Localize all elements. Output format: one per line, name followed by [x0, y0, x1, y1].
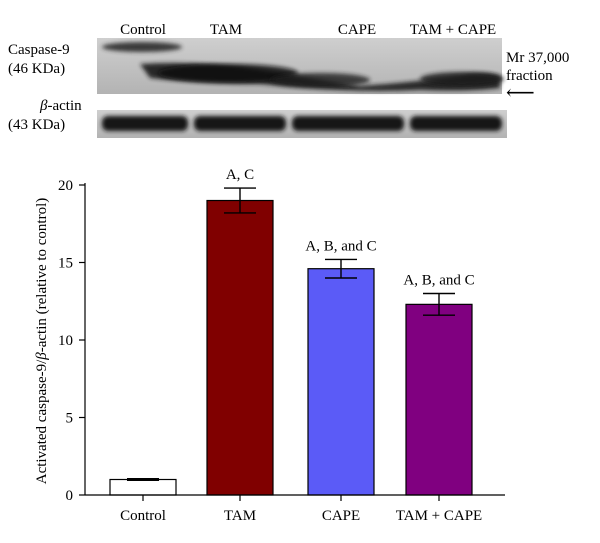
- y-tick-label-10: 10: [58, 333, 73, 349]
- bar-annotation-3: A, B, and C: [403, 273, 474, 289]
- y-tick-label-5: 5: [66, 411, 74, 427]
- y-axis-label-greek: β: [34, 352, 50, 361]
- y-tick-label-15: 15: [58, 256, 73, 272]
- y-axis-label: Activated caspase-9/β-actin (relative to…: [34, 198, 50, 485]
- actin-blot-strip: [97, 110, 507, 138]
- lane-label-cape: CAPE: [338, 22, 376, 38]
- caspase-size-label: (46 KDa): [8, 61, 65, 77]
- x-axis: Control TAM CAPE TAM + CAPE: [85, 494, 505, 524]
- y-tick-label-20: 20: [58, 178, 73, 194]
- fraction-note-line2: fraction: [506, 68, 553, 84]
- x-tick-label-2: CAPE: [322, 508, 360, 524]
- y-axis-label-suffix: -actin (relative to control): [34, 198, 50, 353]
- lane-label-tam: TAM: [210, 22, 242, 38]
- bar-annotation-1: A, C: [226, 167, 254, 183]
- y-axis: 0 5 10 15 20: [58, 178, 86, 504]
- x-tick-label-0: Control: [120, 508, 166, 524]
- lane-label-control: Control: [120, 22, 166, 38]
- actin-size-label: (43 KDa): [8, 117, 65, 133]
- fraction-arrow-icon: ⟵: [506, 82, 535, 104]
- actin-greek: β: [39, 98, 48, 114]
- bar-2: [307, 268, 375, 496]
- x-tick-label-3: TAM + CAPE: [396, 508, 482, 524]
- bar-annotation-2: A, B, and C: [305, 238, 376, 254]
- bar-1: [206, 199, 274, 496]
- y-axis-label-prefix: Activated caspase-9/: [34, 359, 50, 484]
- lane-label-tam-cape: TAM + CAPE: [410, 22, 496, 38]
- bar-3: [405, 303, 473, 496]
- bar-0: [109, 478, 177, 496]
- bar-chart: Activated caspase-9/β-actin (relative to…: [34, 167, 505, 524]
- fraction-note-line1: Mr 37,000: [506, 50, 569, 66]
- actin-suffix: -actin: [47, 98, 82, 114]
- bars: A, C A, B, and C A, B, and C: [109, 167, 475, 496]
- caspase-blot-strip: [97, 38, 504, 94]
- x-tick-label-1: TAM: [224, 508, 256, 524]
- western-blot: Control TAM CAPE TAM + CAPE Caspase-9 (4…: [8, 22, 569, 138]
- actin-label: β-actin: [39, 98, 82, 114]
- y-tick-label-0: 0: [66, 488, 74, 504]
- caspase-label: Caspase-9: [8, 42, 70, 58]
